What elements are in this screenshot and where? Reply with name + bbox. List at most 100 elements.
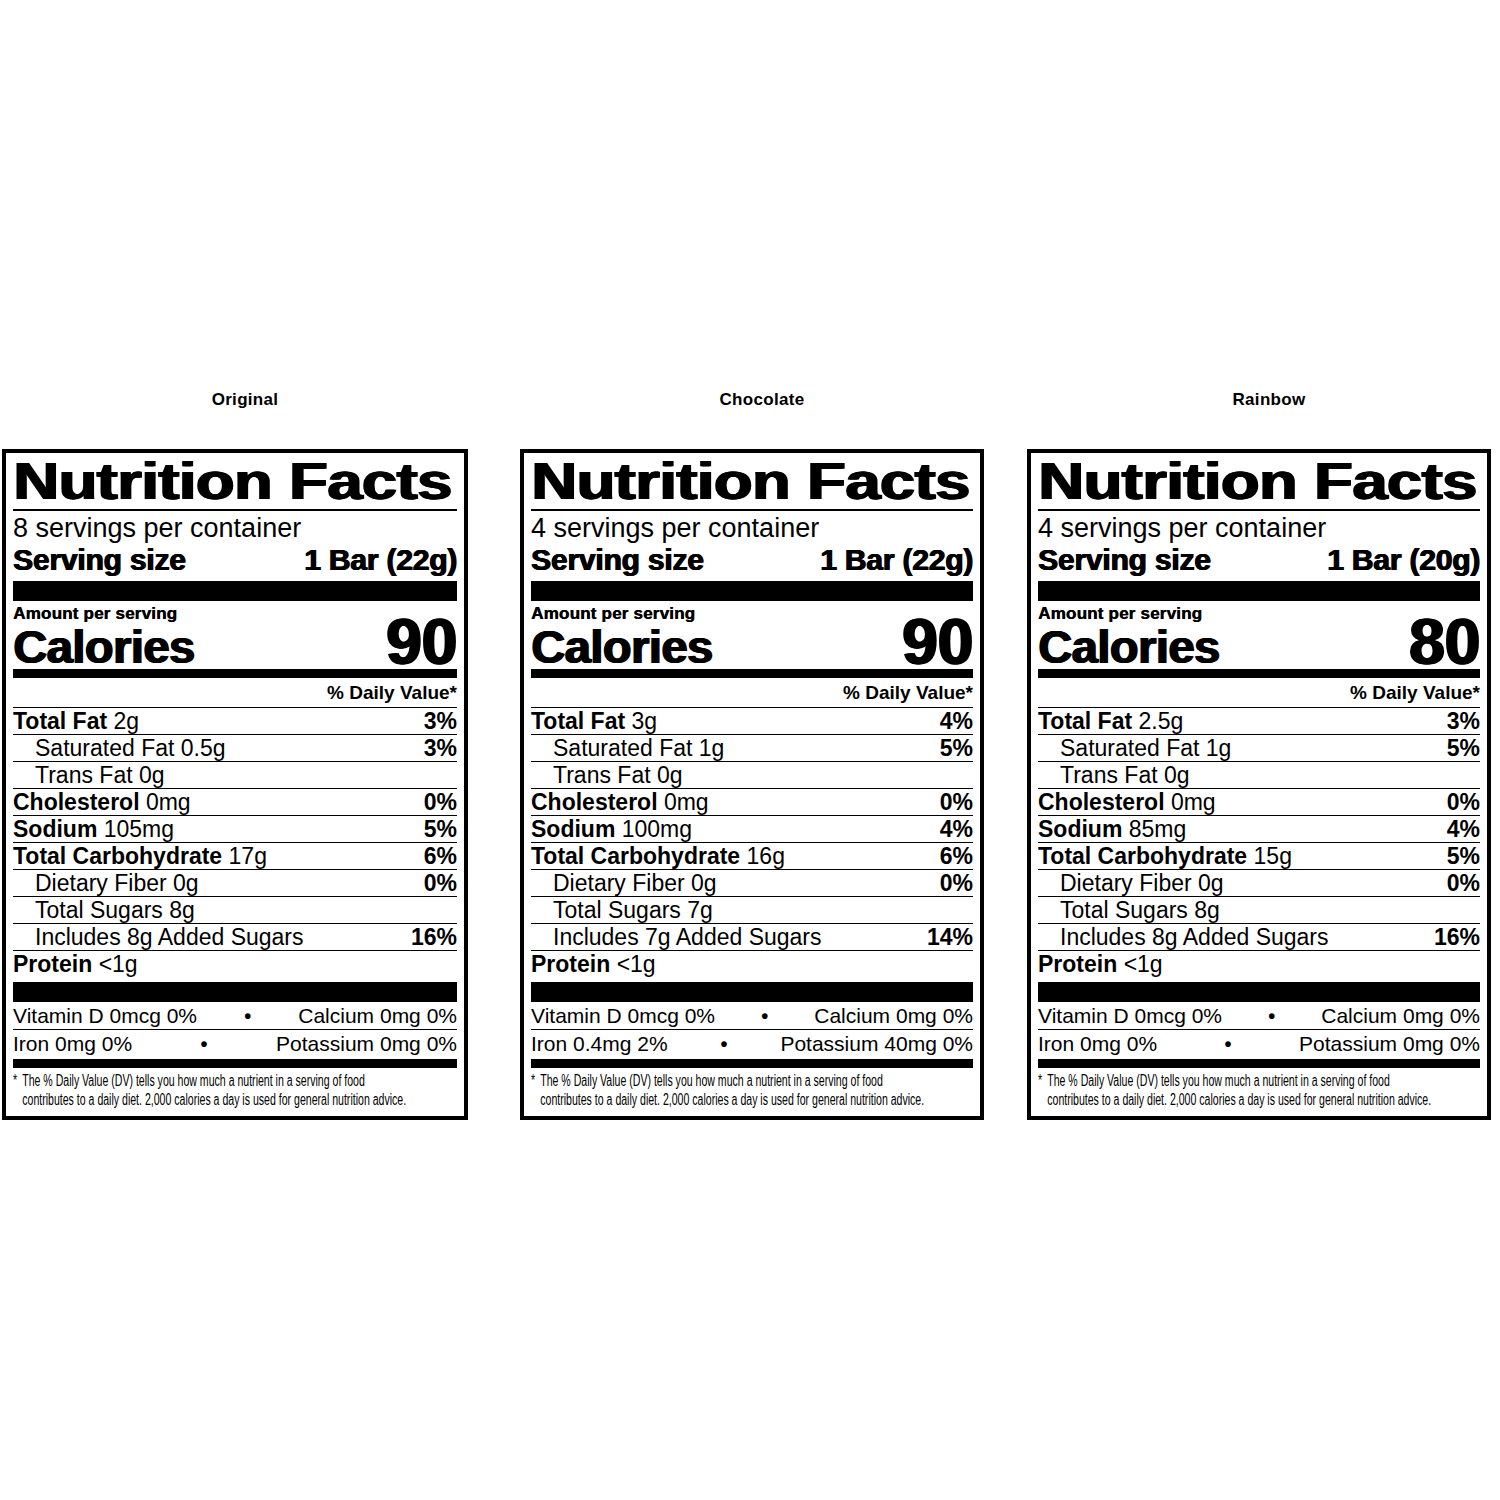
nutrition-facts-heading-wrap: Nutrition Facts (13, 455, 457, 507)
nutrition-label: Nutrition Facts 8 servings per container… (2, 449, 468, 1120)
nutrient-amount: 3g (632, 708, 658, 734)
daily-value-header: % Daily Value* (1038, 678, 1480, 707)
bullet-separator: • (715, 1005, 814, 1027)
nutrient-amount: 105mg (104, 816, 174, 842)
daily-value-percent: 0% (424, 791, 457, 814)
daily-value-percent: 5% (1447, 845, 1480, 868)
amount-per-serving-label: Amount per serving (531, 603, 712, 622)
nutrition-labels-strip: Original Nutrition Facts 8 servings per … (2, 390, 1500, 1120)
bullet-separator: • (1222, 1005, 1321, 1027)
daily-value-percent: 4% (940, 818, 973, 841)
nutrient-name: Total Carbohydrate (531, 843, 747, 869)
footnote-line-2: contributes to a daily diet. 2,000 calor… (22, 1091, 406, 1110)
calories-section: Amount per serving Calories 90 (531, 601, 973, 669)
servings-per-container: 4 servings per container (1038, 514, 1480, 542)
footnote: * The % Daily Value (DV) tells you how m… (13, 1072, 306, 1110)
nutrient-row-dietary-fiber: Dietary Fiber 0g 0% (1038, 869, 1480, 896)
nutrient-row-cholesterol: Cholesterol0mg 0% (13, 788, 457, 815)
daily-value-percent: 0% (940, 872, 973, 895)
nutrition-label: Nutrition Facts 4 servings per container… (1027, 449, 1491, 1120)
nutrient-name: Protein (1038, 951, 1124, 977)
nutrient-row-protein: Protein<1g (13, 950, 457, 977)
micronutrient-left: Vitamin D 0mcg 0% (13, 1004, 197, 1027)
micronutrient-row-1: Vitamin D 0mcg 0% • Calcium 0mg 0% (13, 1002, 457, 1029)
nutrient-name: Total Fat (1038, 708, 1139, 734)
nutrient-row-protein: Protein<1g (531, 950, 973, 977)
footnote-line-1: The % Daily Value (DV) tells you how muc… (540, 1072, 924, 1091)
nutrient-row-saturated-fat: Saturated Fat 1g 5% (1038, 734, 1480, 761)
micronutrient-right: Potassium 0mg 0% (1299, 1032, 1480, 1055)
amount-per-serving-label: Amount per serving (1038, 603, 1219, 622)
nutrient-row-total-fat: Total Fat2g 3% (13, 707, 457, 734)
nutrient-amount: 85mg (1129, 816, 1187, 842)
micronutrient-right: Calcium 0mg 0% (1321, 1004, 1480, 1027)
thick-divider-bar (531, 581, 973, 601)
nutrient-row-saturated-fat: Saturated Fat 0.5g 3% (13, 734, 457, 761)
nutrient-row-total-carbohydrate: Total Carbohydrate15g 5% (1038, 842, 1480, 869)
serving-size-row: Serving size 1 Bar (20g) (1038, 544, 1480, 576)
nutrient-row-added-sugars: Includes 8g Added Sugars 16% (13, 923, 457, 950)
servings-per-container: 4 servings per container (531, 514, 973, 542)
footnote-text: The % Daily Value (DV) tells you how muc… (1047, 1072, 1431, 1110)
nutrient-amount: Saturated Fat 0.5g (35, 735, 226, 761)
nutrient-amount: 2g (114, 708, 140, 734)
nutrient-row-trans-fat: Trans Fat 0g (13, 761, 457, 788)
thick-divider-bar (13, 982, 457, 1002)
serving-size-value: 1 Bar (20g) (1327, 544, 1480, 576)
calories-label: Calories (13, 627, 194, 667)
medium-divider-bar (531, 1059, 973, 1068)
bullet-separator: • (197, 1005, 298, 1027)
nutrient-amount: 0mg (1171, 789, 1216, 815)
footnote-asterisk: * (13, 1072, 22, 1110)
flavor-title-original: Original (2, 390, 468, 410)
bullet-separator: • (132, 1033, 276, 1055)
nutrient-amount: Total Sugars 8g (35, 897, 195, 923)
nutrient-amount: <1g (99, 951, 138, 977)
nutrient-amount: Saturated Fat 1g (1060, 735, 1231, 761)
daily-value-percent: 3% (1447, 710, 1480, 733)
daily-value-percent: 5% (1447, 737, 1480, 760)
nutrient-row-cholesterol: Cholesterol0mg 0% (531, 788, 973, 815)
micronutrient-row-2: Iron 0mg 0% • Potassium 0mg 0% (1038, 1029, 1480, 1057)
bullet-separator: • (668, 1033, 781, 1055)
micronutrient-row-2: Iron 0.4mg 2% • Potassium 40mg 0% (531, 1029, 973, 1057)
daily-value-percent: 5% (940, 737, 973, 760)
serving-size-row: Serving size 1 Bar (22g) (13, 544, 457, 576)
daily-value-percent: 4% (1447, 818, 1480, 841)
servings-per-container: 8 servings per container (13, 514, 457, 542)
nutrient-amount: 16g (747, 843, 785, 869)
nutrient-row-saturated-fat: Saturated Fat 1g 5% (531, 734, 973, 761)
nutrient-row-total-sugars: Total Sugars 7g (531, 896, 973, 923)
footnote-asterisk: * (531, 1072, 540, 1110)
micronutrient-left: Iron 0mg 0% (1038, 1032, 1157, 1055)
nutrient-name: Total Fat (13, 708, 114, 734)
calories-section: Amount per serving Calories 90 (13, 601, 457, 669)
medium-divider-bar (1038, 1059, 1480, 1068)
micronutrient-left: Iron 0.4mg 2% (531, 1032, 668, 1055)
daily-value-header: % Daily Value* (531, 678, 973, 707)
nutrition-facts-heading: Nutrition Facts (1038, 455, 1476, 507)
serving-size-label: Serving size (1038, 544, 1211, 576)
bullet-separator: • (1157, 1033, 1299, 1055)
micronutrient-row-1: Vitamin D 0mcg 0% • Calcium 0mg 0% (531, 1002, 973, 1029)
nutrient-amount: 2.5g (1139, 708, 1184, 734)
micronutrient-left: Vitamin D 0mcg 0% (531, 1004, 715, 1027)
daily-value-header: % Daily Value* (13, 678, 457, 707)
calories-value: 80 (1409, 619, 1480, 666)
nutrient-row-total-fat: Total Fat3g 4% (531, 707, 973, 734)
calories-left: Amount per serving Calories (531, 603, 712, 667)
nutrient-amount: Dietary Fiber 0g (1060, 870, 1224, 896)
daily-value-percent: 3% (424, 710, 457, 733)
daily-value-percent: 6% (940, 845, 973, 868)
nutrient-row-total-sugars: Total Sugars 8g (13, 896, 457, 923)
nutrient-row-added-sugars: Includes 8g Added Sugars 16% (1038, 923, 1480, 950)
nutrient-row-dietary-fiber: Dietary Fiber 0g 0% (531, 869, 973, 896)
nutrient-name: Total Carbohydrate (1038, 843, 1254, 869)
nutrient-name: Protein (531, 951, 617, 977)
nutrient-amount: Dietary Fiber 0g (35, 870, 199, 896)
footnote-line-2: contributes to a daily diet. 2,000 calor… (1047, 1091, 1431, 1110)
daily-value-percent: 14% (927, 926, 973, 949)
footnote: * The % Daily Value (DV) tells you how m… (1038, 1072, 1330, 1110)
nutrient-name: Cholesterol (13, 789, 146, 815)
nutrition-panel-rainbow: Rainbow Nutrition Facts 4 servings per c… (1027, 390, 1491, 1120)
